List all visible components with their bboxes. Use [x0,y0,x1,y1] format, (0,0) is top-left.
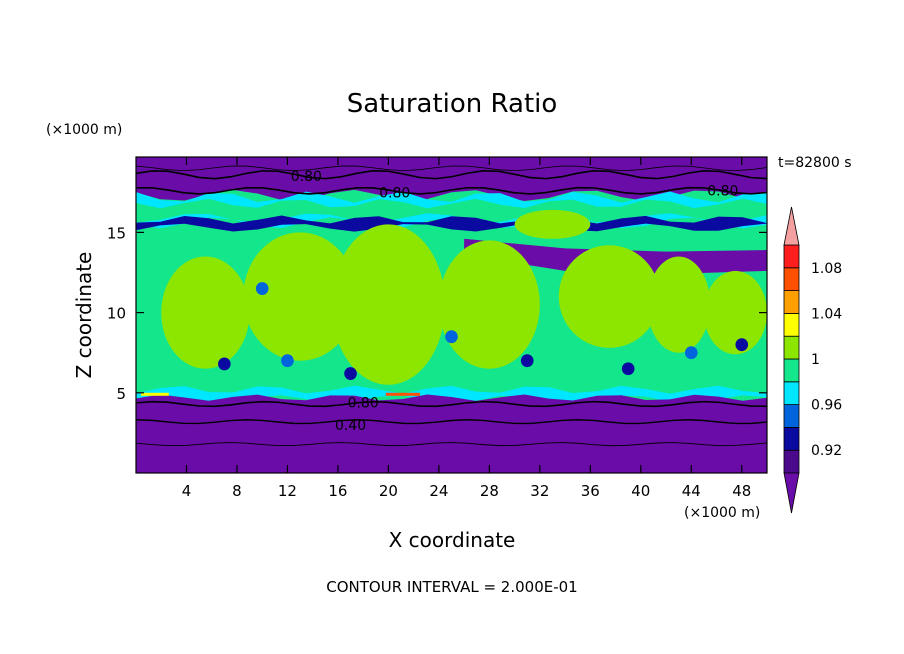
cloud-region [331,224,446,385]
supersaturated-spot [385,392,420,396]
y-axis-title: Z coordinate [72,252,96,379]
y-tick-label: 15 [107,224,126,242]
x-tick-label: 8 [232,482,242,500]
plot-frame [135,156,768,474]
x-axis: 4 8 12 16 20 24 28 32 36 40 44 48 [182,157,751,500]
x-tick-label: 48 [732,482,751,500]
contour-label: 0.80 [379,185,410,201]
contour-line [136,419,767,425]
colorbar: 0.92 0.96 1 1.04 1.08 [783,206,842,514]
colorbar-over-triangle [783,206,800,246]
contour-label: 0.80 [291,169,322,185]
lower-dry-layer [136,394,767,473]
moist-patch [621,362,635,376]
x-tick-label: 40 [631,482,650,500]
contour-line [136,165,767,172]
colorbar-segment [783,267,800,291]
cloud-region [514,209,591,239]
cloud-region [243,232,357,361]
chart-title: Saturation Ratio [347,89,558,119]
contour-line [136,400,767,408]
moist-patch [735,338,749,352]
y-tick-label: 10 [107,305,126,323]
upper-blue-band [136,215,767,232]
colorbar-segment [783,449,800,474]
low-cyan-band [136,385,767,404]
x-tick-label: 16 [328,482,347,500]
x-tick-label: 20 [379,482,398,500]
y-axis: 5 10 15 [107,224,767,403]
contour-line [136,169,767,180]
colorbar-under-triangle [783,472,800,514]
y-tick-label: 5 [116,385,126,403]
time-label: t=82800 s [778,155,852,171]
contour-label: 0.80 [348,395,379,411]
x-tick-label: 44 [682,482,701,500]
contour-field [136,157,767,473]
moist-patch [445,330,458,344]
colorbar-label: 0.92 [811,443,842,459]
colorbar-segment [783,244,800,269]
contour-label: 0.80 [707,184,738,200]
x-tick-label: 24 [429,482,448,500]
cloud-region [558,245,660,348]
x-tick-label: 36 [581,482,600,500]
colorbar-label: 1.08 [811,261,842,277]
moist-patch [255,282,269,295]
moist-patch [344,367,357,380]
colorbar-segment [783,404,800,428]
cloud-region [703,270,767,355]
contour-labels: 0.80 0.80 0.80 0.80 0.40 [291,169,739,434]
colorbar-segment [783,335,800,360]
contour-line [136,442,767,447]
colorbar-segment [783,381,800,405]
x-unit-label: (×1000 m) [684,505,760,521]
x-tick-label: 12 [278,482,297,500]
cloud-region [647,256,711,353]
supersaturated-spot [141,392,169,396]
colorbar-segment [783,290,800,314]
colorbar-segment [783,426,800,451]
colorbar-label: 1.04 [811,306,842,322]
x-tick-label: 28 [480,482,499,500]
colorbar-label: 1 [811,352,820,368]
colorbar-label: 0.96 [811,398,842,414]
moist-patch [218,357,231,371]
colorbar-segment [783,312,800,337]
cloud-region [161,256,250,369]
cloud-region [438,240,540,369]
contour-line [136,186,767,195]
contour-label: 0.40 [335,418,366,434]
x-axis-title: X coordinate [389,528,516,552]
moist-patch [281,354,294,368]
y-unit-label: (×1000 m) [46,122,122,138]
x-tick-label: 32 [530,482,549,500]
moist-patch [684,346,698,360]
upper-green-band [136,198,767,223]
contour-interval-footer: CONTOUR INTERVAL = 2.000E-01 [326,578,577,596]
colorbar-segment [783,358,800,383]
moist-patch [520,354,534,368]
x-tick-label: 4 [182,482,192,500]
